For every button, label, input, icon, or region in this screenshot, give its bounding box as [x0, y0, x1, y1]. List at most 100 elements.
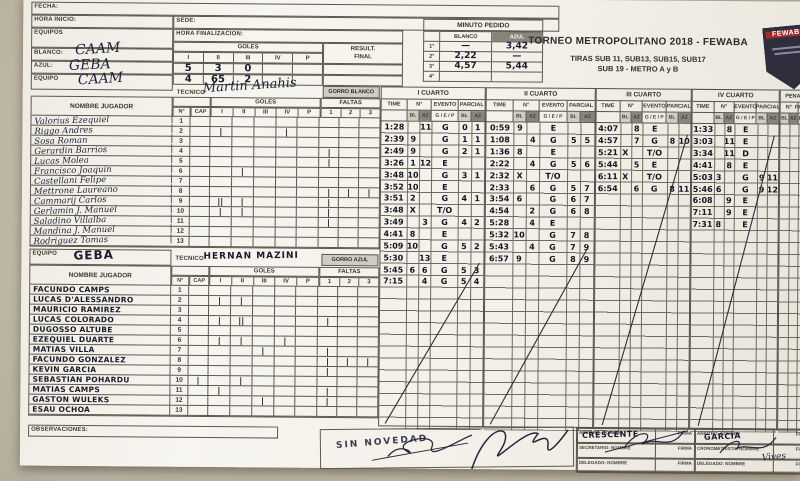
player-name: FACUNDO GONZALEZ — [29, 354, 171, 365]
log-num-bl: 8 — [516, 147, 523, 157]
log-evento: G — [650, 184, 658, 194]
player-cap-mark — [189, 305, 210, 316]
log-time: 5:45 — [383, 264, 404, 275]
foul-mark-1: | — [319, 147, 340, 158]
goal-mark-q2: | — [230, 296, 253, 306]
faltas-num-label: 3 — [367, 279, 371, 286]
observaciones-field: OBSERVACIONES: — [28, 424, 279, 439]
player-number: 5 — [171, 325, 189, 335]
arbitro2-handwriting: GARCIA — [703, 431, 742, 442]
log-num-bl: 9 — [516, 254, 522, 264]
goal-mark-q3: | — [252, 346, 275, 356]
foul-mark-3 — [358, 327, 378, 336]
col-time: TIME — [692, 101, 715, 112]
foul-mark-3 — [359, 178, 379, 187]
log-num-bl: 9 — [410, 134, 417, 144]
log-num-az: 4 — [421, 277, 428, 287]
log-time: 6:54 — [597, 183, 618, 193]
player-name: KEVIN GARCIA — [29, 364, 171, 375]
result-final-cell-1 — [322, 63, 403, 76]
goal-mark-q2 — [230, 356, 253, 366]
faltas-num-label: 3 — [368, 110, 372, 117]
goal-mark-q3 — [253, 187, 276, 197]
log-time: 2:32 — [489, 171, 510, 181]
log-time: 2:22 — [489, 159, 510, 169]
faltas-num-label: 2 — [341, 109, 361, 118]
goal-mark-q4 — [275, 177, 298, 187]
minuto-pedido-title: MINUTO PEDIDO — [423, 18, 544, 32]
log-num-bl: 6 — [516, 194, 523, 204]
player-number: 7 — [170, 345, 189, 355]
foul-mark-1 — [319, 127, 340, 138]
goal-mark-q1 — [210, 167, 233, 177]
goal-mark-q1 — [209, 237, 232, 247]
log-parcial-az: 9 — [583, 242, 590, 252]
foul-mark-2 — [339, 118, 360, 128]
log-evento: E — [742, 220, 748, 230]
goal-mark-q4 — [275, 157, 298, 167]
foul-mark-3 — [358, 367, 378, 376]
log-evento: G — [549, 230, 556, 240]
player-number: 5 — [172, 156, 191, 166]
goal-mark-q2 — [230, 406, 253, 416]
goal-mark-q3 — [252, 366, 275, 376]
player-number: 1 — [171, 285, 190, 295]
log-parcial-az: 6 — [584, 159, 590, 169]
goal-mark-q3 — [253, 197, 276, 207]
goles-period-label: P — [307, 109, 312, 116]
foul-mark-1: | — [317, 356, 338, 367]
foul-mark-2: | — [337, 357, 358, 367]
log-parcial-az: 8 — [583, 230, 590, 241]
log-evento: T/O — [646, 172, 662, 182]
player-cap-mark — [188, 385, 209, 396]
foul-mark-3 — [359, 168, 379, 177]
log-parcial-bl: 4 — [461, 194, 468, 204]
player-number: 3 — [171, 305, 190, 315]
foul-mark-2 — [339, 158, 360, 168]
sub-pbl: BL — [666, 112, 679, 123]
goal-mark-q3 — [252, 336, 275, 346]
log-evento: E — [651, 124, 658, 134]
firma-label: FIRMA — [677, 430, 693, 436]
col-parcial: PARCIAL — [666, 103, 691, 110]
goal-mark-q3 — [252, 296, 275, 306]
penales-body — [778, 124, 800, 433]
quarter-1-subcols: BL AZ G / E / P BL AZ — [381, 110, 485, 123]
goal-mark-q3 — [253, 207, 276, 217]
white-player-row: Rodriguez Tomas 13 — [30, 234, 379, 249]
goal-mark-p — [297, 147, 320, 157]
log-evento: E — [742, 208, 748, 218]
goal-mark-q3 — [253, 177, 276, 187]
log-num-bl: 10 — [513, 230, 525, 240]
goal-mark-q2 — [230, 396, 253, 406]
log-evento: G — [741, 184, 749, 194]
log-time: 3:52 — [383, 182, 404, 192]
goles-blanco-value: 3 — [203, 63, 234, 74]
penales-cols: N° PARCIAL — [780, 102, 800, 114]
player-cap-mark — [188, 405, 209, 416]
log-row: 1:36 8 E — [486, 146, 594, 159]
tecnico-azul-handwriting: HERNAN MAZINI — [203, 250, 299, 262]
foul-mark-2 — [338, 297, 359, 307]
log-num-az: 3 — [422, 217, 428, 227]
log-evento: E — [651, 160, 658, 170]
goal-mark-q4: | — [275, 127, 298, 137]
log-num-az: 6 — [421, 265, 428, 275]
sub-time — [381, 110, 408, 121]
log-evento: G — [441, 194, 449, 204]
goles-period-label: IV — [276, 108, 299, 117]
goal-mark-q2 — [230, 386, 253, 396]
goal-mark-q4 — [274, 306, 297, 316]
player-number: 11 — [170, 385, 189, 395]
log-parcial-az: 1 — [474, 170, 481, 180]
player-cap-mark — [189, 216, 210, 227]
log-parcial-bl: 6 — [570, 195, 577, 205]
player-cap-mark — [190, 126, 211, 137]
quarter-3-group: III CUARTO TIME N° EVENTO PARCIAL BL AZ … — [593, 88, 692, 432]
log-evento: D — [742, 149, 749, 159]
goal-mark-q1 — [208, 356, 231, 366]
goal-mark-q1 — [209, 227, 232, 237]
blue-roster-name-header: NOMBRE JUGADOR — [29, 264, 172, 286]
log-num-az: 4 — [529, 159, 536, 169]
